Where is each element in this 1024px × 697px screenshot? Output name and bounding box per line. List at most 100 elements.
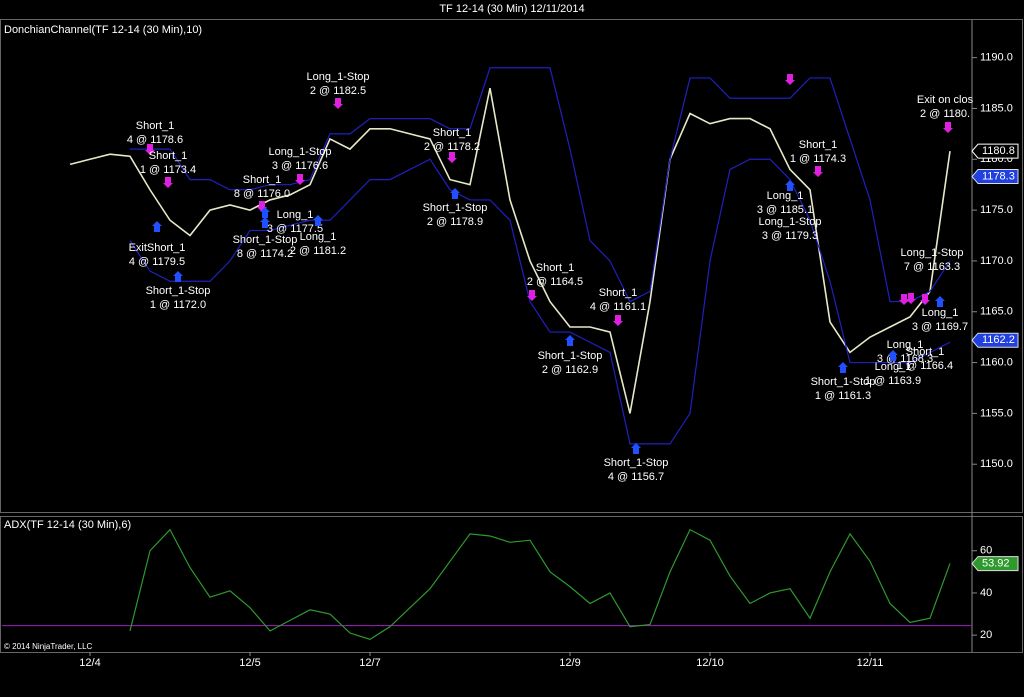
trade-fill: 1 @ 1166.4 — [897, 360, 953, 372]
trade-action: Short_1 — [799, 139, 838, 151]
trade-action: Short_1-Stop — [538, 350, 603, 362]
trade-action: Short_1-Stop — [233, 234, 298, 246]
trade-fill: 2 @ 1181.2 — [290, 245, 346, 257]
trade-arrow — [943, 122, 953, 133]
y-tick-label: 1170.0 — [980, 255, 1013, 267]
price-marker-label: 1162.2 — [982, 334, 1015, 346]
trade-fill: 3 @ 1185.1 — [757, 204, 813, 216]
trade-arrow — [631, 443, 641, 454]
price-panel-title: DonchianChannel(TF 12-14 (30 Min),10) — [4, 24, 202, 36]
trade-action: Short_1 — [243, 174, 282, 186]
trade-action: Short_1-Stop — [811, 376, 876, 388]
copyright: © 2014 NinjaTrader, LLC — [4, 642, 93, 651]
trade-arrow — [899, 294, 909, 305]
trade-arrow — [295, 174, 305, 185]
adx-panel-border — [0, 516, 1023, 653]
trade-fill: 3 @ 1177.5 — [267, 223, 323, 235]
trade-fill: 4 @ 1179.5 — [129, 256, 185, 268]
x-tick-label: 12/4 — [79, 657, 100, 669]
price-marker — [971, 332, 1019, 348]
price-marker-label: 1178.3 — [982, 170, 1015, 182]
trade-action: Exit on clos — [917, 94, 974, 106]
trade-fill: 1 @ 1173.4 — [140, 164, 196, 176]
trade-fill: 3 @ 1179.3 — [762, 230, 818, 242]
trade-action: Short_1 — [599, 287, 638, 299]
y-tick-label: 1190.0 — [980, 52, 1013, 64]
trade-fill: 8 @ 1174.2 — [237, 248, 293, 260]
trade-action: Long_1-Stop — [759, 216, 822, 228]
trade-arrow — [527, 290, 537, 301]
series-line — [129, 158, 951, 445]
trade-fill: 2 @ 1164.5 — [527, 276, 583, 288]
trade-arrow — [813, 166, 823, 177]
trade-action: Long_1 — [875, 361, 912, 373]
price-panel-border — [0, 19, 1023, 513]
x-tick-label: 12/10 — [696, 657, 724, 669]
trade-fill: 1 @ 1172.0 — [150, 299, 206, 311]
x-tick-label: 12/5 — [239, 657, 260, 669]
series-line — [129, 528, 951, 641]
x-tick-label: 12/7 — [359, 657, 380, 669]
price-marker-label: 1180.8 — [982, 145, 1015, 157]
trade-fill: 3 @ 1176.6 — [272, 160, 328, 172]
trade-arrow — [313, 215, 323, 226]
y-tick-label: 1165.0 — [980, 306, 1013, 318]
y-tick-label: 1155.0 — [980, 407, 1013, 419]
y-tick-label: 1185.0 — [980, 102, 1013, 114]
trade-fill: 2 @ 1178.9 — [427, 216, 483, 228]
trade-arrow — [173, 271, 183, 282]
y-tick-label: 1160.0 — [980, 356, 1013, 368]
trade-arrow — [152, 221, 162, 232]
trade-arrow — [163, 177, 173, 188]
trade-fill: 2 @ 1182.5 — [310, 85, 366, 97]
trade-arrow — [888, 350, 898, 361]
x-tick-label: 12/9 — [559, 657, 580, 669]
y-tick-label: 1150.0 — [980, 458, 1013, 470]
trade-arrow — [450, 188, 460, 199]
trade-arrow — [920, 294, 930, 305]
trade-arrow — [260, 217, 270, 228]
trade-arrow — [785, 180, 795, 191]
trade-fill: 4 @ 1178.6 — [127, 134, 183, 146]
trade-fill: 1 @ 1161.3 — [815, 390, 871, 402]
y-tick-label: 20 — [980, 629, 992, 641]
trade-arrow — [260, 207, 270, 218]
trade-action: Short_1 — [906, 346, 945, 358]
price-marker — [971, 169, 1019, 185]
y-tick-label: 40 — [980, 587, 992, 599]
trade-fill: 7 @ 1163.3 — [904, 261, 960, 273]
trade-arrow — [145, 144, 155, 155]
window-title: TF 12-14 (30 Min) 12/11/2014 — [439, 3, 584, 15]
trade-arrow — [838, 362, 848, 373]
trade-arrow — [935, 296, 945, 307]
trade-action: Long_1 — [767, 190, 804, 202]
trade-fill: 2 @ 1178.2 — [424, 141, 480, 153]
y-tick-label: 60 — [980, 545, 992, 557]
trade-arrow — [333, 98, 343, 109]
trade-action: Short_1-Stop — [146, 285, 211, 297]
trade-action: Short_1 — [433, 127, 472, 139]
trade-action: Short_1 — [136, 120, 175, 132]
price-marker — [971, 143, 1019, 159]
trade-action: Long_1 — [887, 339, 924, 351]
trade-arrow — [906, 293, 916, 304]
trade-fill: 3 @ 1169.7 — [912, 321, 968, 333]
trade-action: Short_1-Stop — [423, 202, 488, 214]
trade-action: Short_1 — [536, 262, 575, 274]
price-marker-label: 53.92 — [982, 557, 1010, 569]
trade-arrow — [565, 335, 575, 346]
trade-fill: 4 @ 1161.1 — [590, 301, 646, 313]
trade-fill: 8 @ 1176.0 — [234, 188, 290, 200]
trade-fill: 2 @ 1162.9 — [542, 364, 598, 376]
y-tick-label: 1175.0 — [980, 204, 1013, 216]
trade-action: Short_1 — [149, 150, 188, 162]
trade-fill: 1 @ 1174.3 — [790, 153, 846, 165]
series-line — [130, 67, 951, 303]
trade-fill: 2 @ 1180. — [920, 108, 970, 120]
trade-arrow — [785, 74, 795, 85]
trade-fill: 4 @ 1156.7 — [608, 471, 664, 483]
trade-arrow — [613, 315, 623, 326]
trade-action: Long_1 — [277, 209, 314, 221]
